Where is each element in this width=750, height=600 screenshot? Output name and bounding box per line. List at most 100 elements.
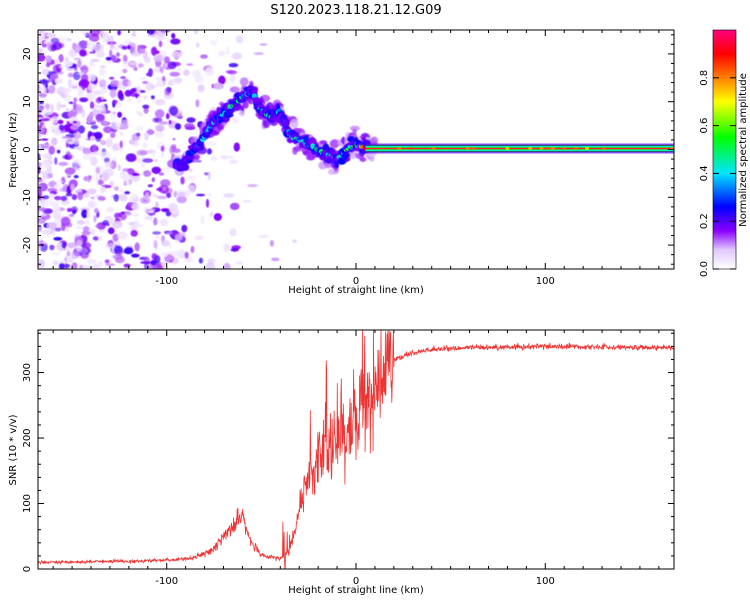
noise-blob xyxy=(241,199,252,203)
signal-band-fleck xyxy=(528,147,533,150)
ridge-blob xyxy=(181,163,190,171)
noise-blob xyxy=(67,214,75,218)
noise-blob xyxy=(190,246,195,253)
noise-blob xyxy=(63,92,72,103)
noise-blob xyxy=(229,159,239,164)
noise-blob xyxy=(87,248,92,253)
noise-blob xyxy=(40,138,49,141)
noise-blob xyxy=(38,101,41,109)
noise-blob xyxy=(52,64,60,74)
noise-blob xyxy=(229,74,236,83)
colorbar-tick-label: 0.0 xyxy=(699,261,710,277)
noise-blob xyxy=(73,97,78,102)
top-ytick-label: -10 xyxy=(22,189,33,205)
noise-blob xyxy=(101,177,104,181)
noise-blob xyxy=(194,235,205,241)
noise-blob xyxy=(91,152,96,156)
noise-blob xyxy=(153,239,158,249)
noise-blob xyxy=(176,68,183,72)
noise-blob xyxy=(58,54,64,63)
noise-blob xyxy=(51,137,58,146)
noise-blob xyxy=(151,166,162,174)
noise-blob xyxy=(155,201,159,209)
spectral-ridge xyxy=(171,77,674,185)
noise-blob xyxy=(229,202,240,211)
noise-blob xyxy=(226,46,230,56)
noise-blob xyxy=(159,218,168,227)
noise-blob xyxy=(71,251,80,259)
noise-blob xyxy=(48,155,52,161)
noise-blob xyxy=(125,174,129,178)
noise-blob xyxy=(169,259,173,263)
noise-blob xyxy=(128,61,137,66)
noise-blob xyxy=(38,152,41,161)
noise-blob xyxy=(253,52,264,55)
noise-blob xyxy=(177,192,186,197)
noise-blob xyxy=(176,195,187,204)
noise-blob xyxy=(82,153,93,161)
noise-blob xyxy=(167,79,174,87)
noise-blob xyxy=(64,228,69,232)
noise-blob xyxy=(88,175,92,180)
noise-blob xyxy=(195,193,206,197)
colorbar-gradient xyxy=(712,29,737,270)
noise-blob xyxy=(183,69,190,76)
signal-band-fleck xyxy=(562,147,567,150)
noise-blob xyxy=(108,35,114,42)
noise-blob xyxy=(94,165,105,175)
noise-blob xyxy=(142,104,150,109)
noise-blob xyxy=(213,213,222,221)
noise-blob xyxy=(223,193,235,198)
noise-blob xyxy=(172,137,176,141)
noise-blob xyxy=(155,31,166,41)
noise-blob xyxy=(49,244,55,251)
noise-blob xyxy=(155,80,167,88)
top-ytick-label: 0 xyxy=(22,146,33,152)
ridge-halo xyxy=(352,128,357,136)
noise-blob xyxy=(45,55,52,64)
noise-blob xyxy=(131,92,135,97)
noise-blob xyxy=(247,184,258,188)
noise-blob xyxy=(117,231,128,240)
noise-blob xyxy=(137,63,144,68)
noise-blob xyxy=(160,251,169,257)
figure-title: S120.2023.118.21.12.G09 xyxy=(270,3,441,18)
noise-blob xyxy=(89,35,99,41)
noise-blob xyxy=(93,90,102,96)
noise-blob xyxy=(94,207,99,214)
noise-blob xyxy=(156,262,163,269)
signal-band-fleck xyxy=(397,147,402,150)
noise-blob xyxy=(42,110,53,116)
noise-blob xyxy=(48,85,56,94)
noise-blob xyxy=(153,217,158,226)
noise-blob xyxy=(100,103,106,113)
noise-blob xyxy=(66,250,71,257)
noise-blob xyxy=(38,207,47,212)
noise-blob xyxy=(111,143,121,151)
noise-blob xyxy=(200,54,208,59)
noise-blob xyxy=(64,167,76,175)
noise-blob xyxy=(38,162,42,166)
noise-blob xyxy=(65,108,70,111)
noise-blob xyxy=(87,258,97,265)
noise-blob xyxy=(151,253,158,260)
noise-blob xyxy=(116,52,120,57)
noise-blob xyxy=(62,155,72,160)
noise-blob xyxy=(169,71,180,77)
noise-blob xyxy=(195,42,200,48)
noise-blob xyxy=(89,61,95,67)
noise-blob xyxy=(184,123,195,129)
noise-blob xyxy=(119,131,124,136)
noise-blob xyxy=(231,52,243,60)
noise-blob xyxy=(72,120,78,124)
noise-blob xyxy=(110,120,121,130)
noise-blob xyxy=(100,186,106,194)
noise-blob xyxy=(101,120,108,127)
noise-blob xyxy=(67,110,77,119)
noise-blob xyxy=(55,146,62,150)
bottom-ylabel: SNR (10 * v/v) xyxy=(8,414,19,485)
noise-blob xyxy=(155,77,165,81)
noise-blob xyxy=(100,93,105,101)
noise-blob xyxy=(124,89,132,97)
